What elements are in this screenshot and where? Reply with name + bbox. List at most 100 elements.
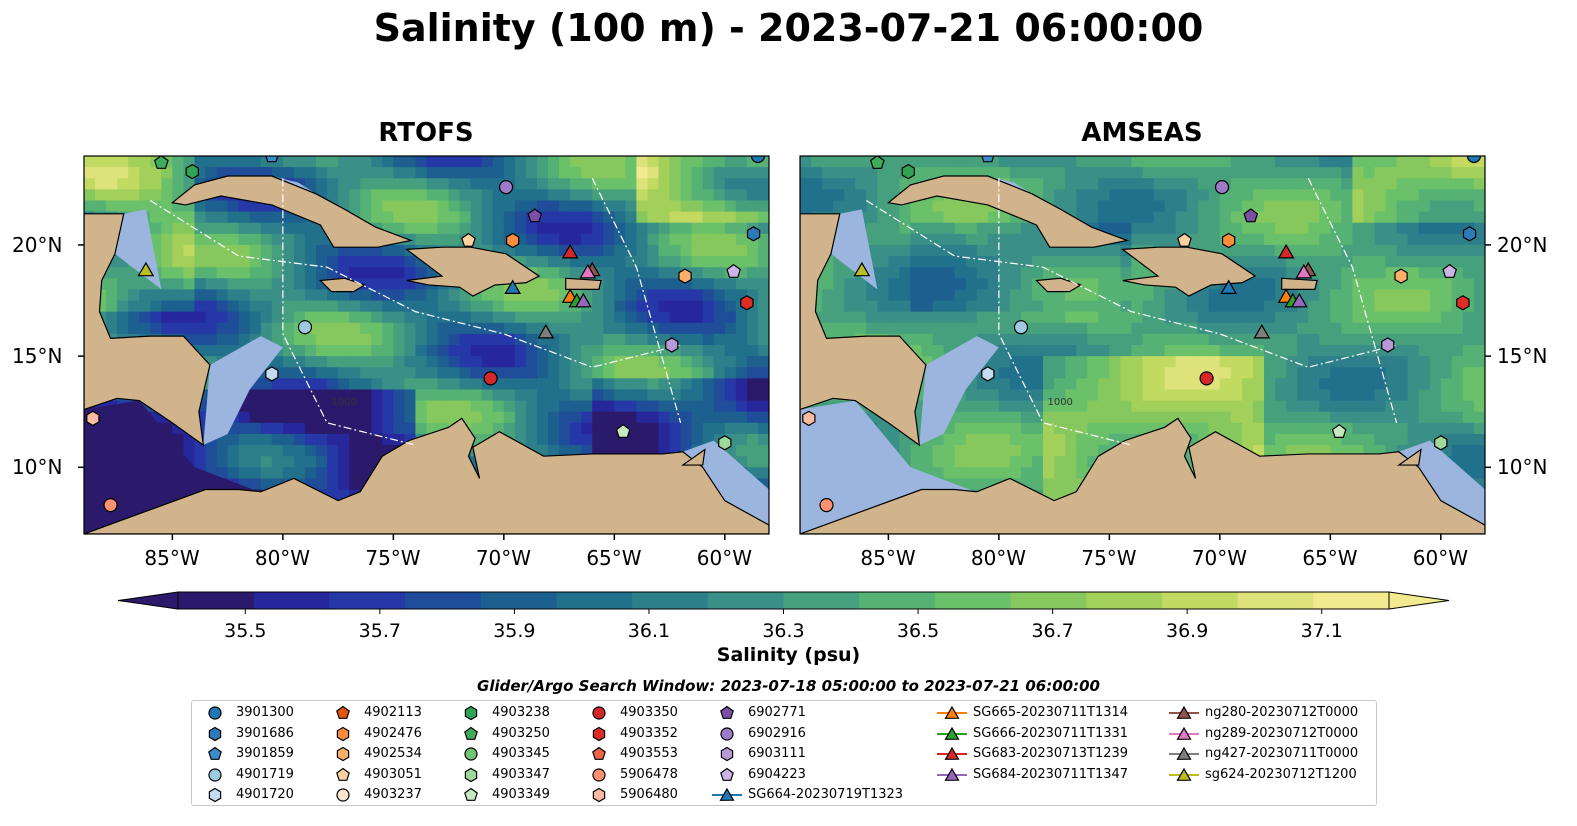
salinity-cell <box>1363 356 1376 368</box>
salinity-cell <box>503 244 516 257</box>
salinity-cell <box>117 322 129 335</box>
colorbar-bin <box>783 592 860 609</box>
salinity-cell <box>1186 233 1199 246</box>
colorbar-bin <box>1313 592 1390 609</box>
salinity-cell <box>503 167 516 179</box>
salinity-cell <box>735 367 748 379</box>
salinity-cell <box>227 267 240 279</box>
salinity-cell <box>525 167 538 179</box>
salinity-cell <box>713 345 726 357</box>
salinity-cell <box>459 333 472 346</box>
colorbar-bin <box>632 592 709 609</box>
salinity-cell <box>1352 389 1365 402</box>
salinity-cell <box>1186 422 1199 435</box>
salinity-cell <box>106 178 118 190</box>
salinity-cell <box>128 311 140 324</box>
salinity-cell <box>1186 156 1199 168</box>
salinity-cell <box>735 233 748 246</box>
salinity-cell <box>470 400 483 413</box>
salinity-cell <box>669 233 682 246</box>
salinity-cell <box>1319 256 1331 268</box>
salinity-cell <box>559 222 571 235</box>
salinity-cell <box>1352 411 1365 424</box>
salinity-cell <box>636 300 649 313</box>
salinity-cell <box>249 467 262 480</box>
salinity-cell <box>987 400 1000 413</box>
salinity-cell <box>437 345 450 357</box>
salinity-cell <box>1230 156 1243 168</box>
salinity-cell <box>415 167 428 179</box>
legend-label: 4903345 <box>492 746 550 761</box>
salinity-cell <box>415 322 428 335</box>
lat-tick-label: 15°N <box>1497 344 1548 369</box>
salinity-cell <box>965 422 978 435</box>
salinity-cell <box>1087 289 1099 302</box>
salinity-cell <box>1076 278 1088 291</box>
salinity-cell <box>327 167 339 179</box>
salinity-cell <box>437 222 450 235</box>
salinity-cell <box>282 400 295 413</box>
salinity-cell <box>150 178 162 190</box>
salinity-cell <box>625 311 638 324</box>
legend-entry: 6904223 <box>712 766 806 788</box>
salinity-cell <box>1374 433 1387 446</box>
salinity-cell <box>1076 189 1088 202</box>
salinity-cell <box>998 356 1011 368</box>
salinity-cell <box>691 322 704 335</box>
salinity-cell <box>866 233 878 246</box>
salinity-cell <box>559 167 571 179</box>
glider-marker-ng427-20230711T0000 <box>1253 324 1271 339</box>
salinity-cell <box>1473 189 1485 202</box>
salinity-cell <box>680 244 693 257</box>
salinity-cell <box>470 189 483 202</box>
salinity-cell <box>1142 222 1155 235</box>
salinity-cell <box>194 222 207 235</box>
salinity-cell <box>1208 289 1221 302</box>
salinity-cell <box>1120 289 1133 302</box>
salinity-cell <box>987 211 1000 224</box>
salinity-cell <box>998 378 1011 391</box>
salinity-cell <box>1020 422 1033 435</box>
salinity-cell <box>691 233 704 246</box>
salinity-cell <box>415 367 428 379</box>
salinity-cell <box>1473 333 1485 346</box>
salinity-cell <box>1429 267 1442 279</box>
salinity-cell <box>349 311 361 324</box>
salinity-cell <box>1252 244 1265 257</box>
salinity-cell <box>647 356 660 368</box>
salinity-cell <box>1473 222 1485 235</box>
salinity-cell <box>481 189 494 202</box>
salinity-cell <box>570 356 582 368</box>
salinity-cell <box>1363 267 1376 279</box>
salinity-cell <box>1252 200 1265 213</box>
salinity-cell <box>1054 478 1066 491</box>
salinity-cell <box>669 445 682 457</box>
salinity-cell <box>1087 300 1099 313</box>
salinity-cell <box>1341 300 1354 313</box>
glider-marker-SG684-20230711T1347 <box>1290 292 1308 308</box>
salinity-cell <box>965 233 978 246</box>
salinity-cell <box>1241 333 1254 346</box>
salinity-cell <box>1385 178 1398 190</box>
salinity-cell <box>106 289 118 302</box>
salinity-cell <box>382 167 394 179</box>
salinity-cell <box>327 189 339 202</box>
salinity-cell <box>1032 378 1044 391</box>
salinity-cell <box>1286 445 1298 457</box>
salinity-cell <box>249 156 262 168</box>
salinity-cell <box>877 167 889 179</box>
salinity-cell <box>746 445 759 457</box>
salinity-cell <box>338 378 350 391</box>
salinity-cell <box>735 445 748 457</box>
salinity-cell <box>271 322 284 335</box>
argo-marker-4903347 <box>1434 435 1448 451</box>
argo-marker-4902534 <box>1394 268 1408 284</box>
salinity-cell <box>1385 311 1398 324</box>
salinity-cell <box>1440 300 1453 313</box>
salinity-cell <box>349 456 361 468</box>
salinity-cell <box>1429 167 1442 179</box>
salinity-cell <box>1341 189 1354 202</box>
legend-marker <box>720 746 734 762</box>
salinity-cell <box>702 367 715 379</box>
salinity-cell <box>1451 456 1464 468</box>
